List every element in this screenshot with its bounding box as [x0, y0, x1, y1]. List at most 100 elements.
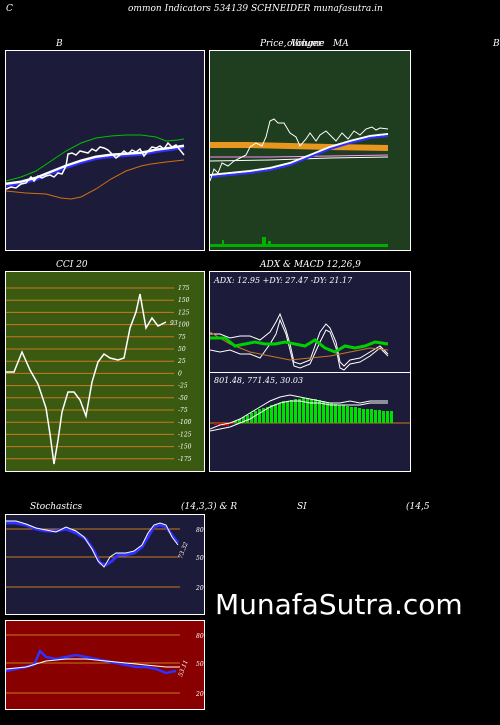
adx-chart [210, 312, 389, 371]
rsi-line [6, 648, 177, 675]
adx-macd-divider [210, 372, 410, 373]
macd-signal-line [210, 400, 388, 432]
ma-line-pink [210, 154, 389, 158]
macd-histogram-bar [298, 399, 301, 423]
ma-fast-blue [210, 135, 389, 178]
stochastics-chart: 80 50 20 73.32 [6, 520, 204, 592]
macd-histogram-bar [326, 402, 329, 423]
stoch-tick-80: 80 [196, 527, 204, 534]
rsi-current-value: 53.11 [177, 659, 189, 678]
stoch-tick-50: 50 [196, 555, 204, 562]
cci-current-value: 93 [170, 320, 178, 327]
macd-histogram-bar [374, 410, 377, 423]
rsi-params-label: (14,5 [406, 502, 430, 512]
bollinger-panel [5, 50, 205, 251]
macd-histogram-bar [306, 398, 309, 423]
cci-tick-label: 100 [178, 322, 190, 329]
macd-histogram-bar [290, 400, 293, 423]
price-chart [210, 118, 389, 247]
cci-tick-label: -150 [178, 444, 192, 451]
cci-line [6, 293, 167, 465]
cci-tick-label: 150 [178, 297, 190, 304]
bollinger-label: B [56, 39, 63, 49]
ma-fast-white [210, 133, 389, 176]
macd-histogram-bar [354, 407, 357, 423]
cci-tick-label: -50 [178, 395, 188, 402]
macd-histogram [214, 398, 393, 426]
macd-histogram-bar [386, 411, 389, 423]
macd-histogram-bar [382, 411, 385, 423]
bollinger-chart [6, 134, 185, 200]
macd-histogram-bar [278, 403, 281, 423]
bollinger-lower-band [6, 159, 185, 200]
rsi-tick-50: 50 [196, 661, 204, 668]
rsi-chart: 80 50 20 53.11 [6, 633, 204, 698]
cci-tick-label: -25 [178, 383, 188, 390]
bollinger-price-line [6, 141, 185, 190]
stoch-tick-20: 20 [195, 585, 204, 592]
rsi-ma-line [6, 658, 180, 670]
cci-tick-label: 125 [178, 309, 190, 316]
macd-histogram-bar [342, 405, 345, 423]
stoch-k-line [6, 520, 179, 568]
macd-histogram-bar [390, 411, 393, 423]
price-label: Price, [260, 39, 287, 49]
stoch-params-label: (14,3,3) & R [181, 502, 238, 512]
macd-histogram-bar [366, 409, 369, 423]
cci-tick-label: 75 [178, 334, 186, 341]
macd-histogram-bar [350, 407, 353, 423]
ma-band-orange [210, 142, 389, 151]
cci-tick-label: -175 [178, 456, 192, 463]
macd-histogram-bar [310, 399, 313, 423]
adx-plus-di [210, 312, 389, 367]
volume-spike-2 [268, 241, 271, 247]
volume-spike [262, 237, 266, 247]
volume-bars [210, 244, 388, 247]
macd-histogram-bar [286, 401, 289, 423]
macd-line [210, 394, 388, 430]
adx-orange-line [210, 331, 389, 361]
watermark: MunafaSutra.com [215, 588, 463, 621]
cci-tick-label: 25 [177, 358, 186, 365]
ma-label: MA [333, 39, 349, 49]
rsi-label: SI [297, 502, 307, 512]
cci-chart: 175 150 125 100 75 50 25 0 -25 -50 -75 -100 -125 -150… [6, 285, 192, 465]
cci-tick-label: -75 [178, 407, 188, 414]
adx-line [210, 336, 389, 354]
macd-histogram-bar [218, 423, 221, 425]
macd-histogram-bar [270, 405, 273, 423]
cci-tick-label: 50 [178, 346, 186, 353]
macd-histogram-bar [330, 403, 333, 423]
volume-spike-3 [222, 240, 224, 247]
macd-histogram-bar [334, 404, 337, 423]
cci-panel: 175 150 125 100 75 50 25 0 -25 -50 -75 -100 -125 -150… [5, 271, 205, 472]
left-marker: C [6, 4, 13, 14]
macd-chart [210, 394, 410, 432]
adx-minus-di [210, 318, 389, 371]
macd-histogram-bar [258, 409, 261, 423]
cci-grid: 175 150 125 100 75 50 25 0 -25 -50 -75 -100 -125 -150… [6, 285, 192, 463]
cci-tick-label: 175 [178, 285, 190, 292]
macd-histogram-bar [242, 417, 245, 423]
macd-values: 801.48, 771.45, 30.03 [214, 376, 304, 385]
macd-histogram-bar [314, 399, 317, 423]
macd-histogram-bar [322, 401, 325, 423]
macd-histogram-bar [230, 423, 233, 424]
right-marker: B [493, 39, 500, 49]
page-title: ommon Indicators 534139 SCHNEIDER munafa… [128, 4, 383, 14]
rsi-tick-80: 80 [196, 633, 204, 640]
macd-histogram-bar [214, 423, 217, 425]
macd-histogram-bar [378, 410, 381, 423]
macd-histogram-bar [262, 408, 265, 423]
macd-histogram-bar [370, 409, 373, 423]
macd-histogram-bar [338, 405, 341, 423]
macd-histogram-bar [274, 404, 277, 423]
stoch-d-line [6, 521, 180, 567]
ma-overlap-label: ollinger [287, 39, 323, 49]
macd-histogram-bar [238, 419, 241, 423]
cci-label: CCI 20 [56, 260, 88, 270]
cci-tick-label: -100 [178, 419, 192, 426]
adx-panel: ADX: 12.95 +DY: 27.47 -DY: 21.17 801.48,… [209, 271, 411, 472]
macd-histogram-bar [282, 401, 285, 423]
macd-histogram-bar [246, 415, 249, 423]
